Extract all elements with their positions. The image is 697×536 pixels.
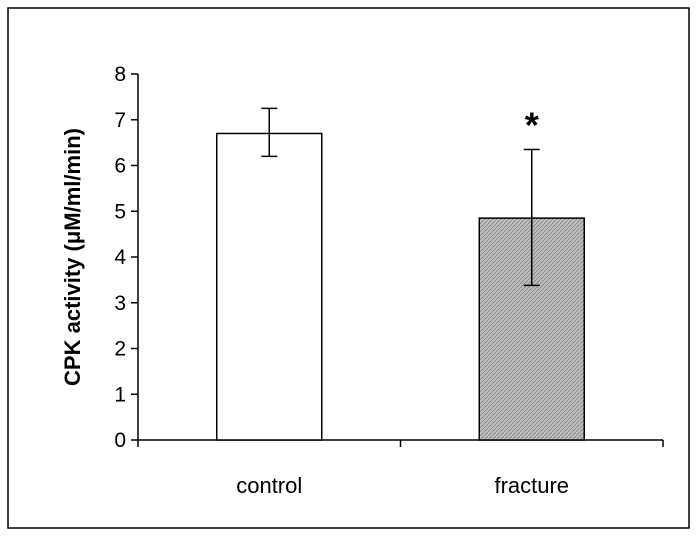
y-tick-label: 3 — [114, 292, 126, 315]
y-tick-label: 2 — [114, 338, 126, 361]
bar-control — [216, 132, 323, 441]
x-tick-label-fracture: fracture — [494, 473, 569, 498]
y-tick-label: 5 — [114, 200, 126, 223]
significance-marker: * — [525, 104, 539, 145]
y-axis-label: CPK activity (μM/ml/min) — [60, 128, 85, 386]
y-tick-label: 1 — [114, 383, 126, 406]
chart-frame — [7, 7, 690, 529]
y-tick-label: 7 — [114, 109, 126, 132]
y-tick-label: 4 — [114, 246, 126, 269]
x-tick-label-control: control — [236, 473, 302, 498]
y-tick-label: 8 — [114, 63, 126, 86]
plot-area: 0 1 2 3 4 5 6 7 8 control fracture * — [114, 63, 664, 498]
y-tick-label: 0 — [114, 429, 126, 452]
y-tick-label: 6 — [114, 155, 126, 178]
